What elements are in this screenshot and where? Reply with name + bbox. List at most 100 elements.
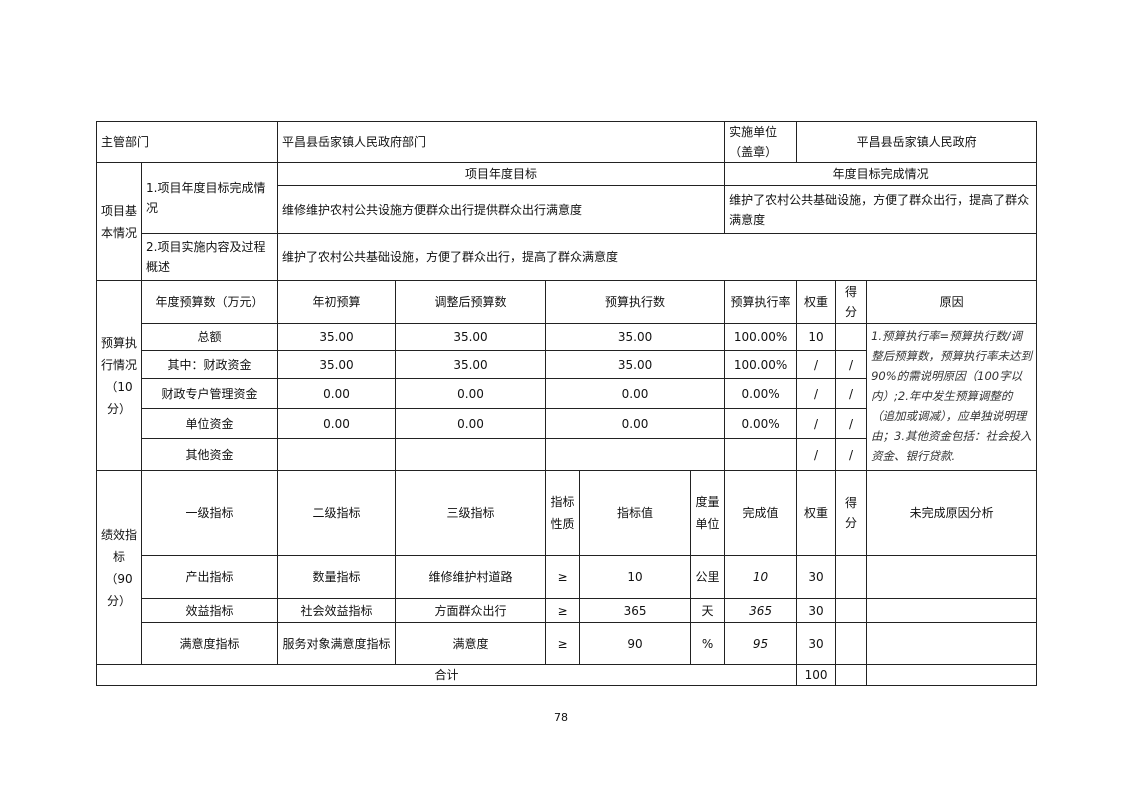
perf-header: 一级指标 — [140, 470, 279, 556]
budget-initial: 0.00 — [277, 408, 397, 439]
budget-executed — [545, 438, 726, 471]
performance-header-row: 绩效指标（90分） 一级指标 二级指标 三级指标 指标性质 指标值 度量单位 完… — [96, 470, 1038, 665]
budget-label: 财政专户管理资金 — [140, 378, 279, 409]
perf-target: 90 — [579, 622, 692, 665]
perf-weight: 30 — [796, 555, 837, 599]
budget-header: 预算执行率 — [724, 280, 798, 324]
budget-header: 年度预算数（万元） — [140, 280, 279, 324]
budget-adjusted: 35.00 — [395, 350, 547, 379]
perf-level2: 社会效益指标 — [277, 598, 397, 623]
budget-section-label: 预算执行情况（10分） — [96, 280, 142, 471]
budget-executed: 0.00 — [545, 408, 726, 439]
budget-label: 单位资金 — [140, 408, 279, 439]
budget-score — [835, 323, 868, 351]
budget-label: 总额 — [140, 323, 279, 351]
total-score — [835, 664, 868, 686]
budget-initial: 0.00 — [277, 378, 397, 409]
perf-actual: 10 — [724, 555, 798, 599]
perf-header: 得分 — [835, 470, 868, 556]
budget-header-row: 预算执行情况（10分） 年度预算数（万元） 年初预算 调整后预算数 预算执行数 … — [96, 280, 1038, 471]
budget-note: 1.预算执行率=预算执行数/调整后预算数，预算执行率未达到90%的需说明原因（1… — [866, 323, 1038, 471]
perf-level3: 满意度 — [395, 622, 547, 665]
goal-value: 维修维护农村公共设施方便群众出行提供群众出行满意度 — [277, 185, 726, 234]
perf-reason — [866, 555, 1038, 599]
performance-evaluation-table: 主管部门 平昌县岳家镇人民政府部门 实施单位（盖章） 平昌县岳家镇人民政府 项目… — [95, 121, 1038, 686]
budget-header: 预算执行数 — [545, 280, 726, 324]
budget-weight: / — [796, 408, 837, 439]
perf-level1: 效益指标 — [140, 598, 279, 623]
perf-weight: 30 — [796, 622, 837, 665]
performance-section-label: 绩效指标（90分） — [96, 470, 142, 665]
budget-header: 原因 — [866, 280, 1038, 324]
budget-rate: 100.00% — [724, 350, 798, 379]
performance-row: 效益指标 社会效益指标 方面群众出行 ≥ 365 天 365 30 — [97, 598, 1038, 623]
perf-weight: 30 — [796, 598, 837, 623]
perf-level2: 数量指标 — [277, 555, 397, 599]
perf-unit: 公里 — [690, 555, 726, 599]
perf-level3: 方面群众出行 — [395, 598, 547, 623]
budget-score: / — [835, 378, 868, 409]
goal-header: 项目年度目标 — [277, 162, 726, 186]
perf-unit: % — [690, 622, 726, 665]
perf-target: 365 — [579, 598, 692, 623]
perf-reason — [866, 622, 1038, 665]
budget-header: 调整后预算数 — [395, 280, 547, 324]
perf-header: 权重 — [796, 470, 837, 556]
perf-nature: ≥ — [545, 555, 581, 599]
item2-label: 2.项目实施内容及过程概述 — [140, 233, 279, 281]
budget-label: 其中：财政资金 — [140, 350, 279, 379]
perf-actual: 365 — [724, 598, 798, 623]
budget-header: 年初预算 — [277, 280, 397, 324]
perf-actual: 95 — [724, 622, 798, 665]
budget-rate: 0.00% — [724, 408, 798, 439]
budget-row: 财政专户管理资金 0.00 0.00 0.00 0.00% / / — [97, 378, 1037, 409]
budget-rate: 100.00% — [724, 323, 798, 351]
perf-nature: ≥ — [545, 598, 581, 623]
budget-score: / — [835, 408, 868, 439]
dept-value: 平昌县岳家镇人民政府部门 — [277, 121, 726, 163]
perf-header: 二级指标 — [277, 470, 397, 556]
budget-label: 其他资金 — [140, 438, 279, 471]
budget-score: / — [835, 350, 868, 379]
perf-score — [835, 598, 868, 623]
budget-rate — [724, 438, 798, 471]
budget-rate: 0.00% — [724, 378, 798, 409]
perf-level2: 服务对象满意度指标 — [277, 622, 397, 665]
budget-weight: / — [796, 350, 837, 379]
budget-executed: 0.00 — [545, 378, 726, 409]
perf-score — [835, 622, 868, 665]
header-row: 主管部门 平昌县岳家镇人民政府部门 实施单位（盖章） 平昌县岳家镇人民政府 — [95, 121, 1038, 163]
item1-label: 1.项目年度目标完成情况 — [140, 162, 279, 234]
total-weight: 100 — [796, 664, 837, 686]
perf-nature: ≥ — [545, 622, 581, 665]
unit-value: 平昌县岳家镇人民政府 — [796, 121, 1038, 163]
budget-weight: 10 — [796, 323, 837, 351]
perf-header: 未完成原因分析 — [866, 470, 1038, 556]
budget-row: 其中：财政资金 35.00 35.00 35.00 100.00% / / — [97, 350, 1037, 379]
dept-label: 主管部门 — [95, 121, 279, 163]
budget-score: / — [835, 438, 868, 471]
budget-executed: 35.00 — [545, 350, 726, 379]
total-row: 合计 100 — [95, 664, 1038, 686]
budget-initial: 35.00 — [277, 350, 397, 379]
perf-header: 三级指标 — [395, 470, 547, 556]
budget-row: 单位资金 0.00 0.00 0.00 0.00% / / — [97, 408, 1037, 439]
page-number: 78 — [554, 711, 568, 724]
budget-adjusted: 35.00 — [395, 323, 547, 351]
budget-header: 得分 — [835, 280, 868, 324]
perf-level1: 产出指标 — [140, 555, 279, 599]
perf-target: 10 — [579, 555, 692, 599]
unit-label: 实施单位（盖章） — [724, 121, 798, 163]
perf-header: 完成值 — [724, 470, 798, 556]
completion-header: 年度目标完成情况 — [724, 162, 1038, 186]
budget-row: 总额 35.00 35.00 35.00 100.00% 10 1.预算执行率=… — [97, 323, 1038, 471]
total-label: 合计 — [95, 664, 798, 686]
total-reason — [866, 664, 1038, 686]
budget-adjusted: 0.00 — [395, 408, 547, 439]
budget-header: 权重 — [796, 280, 837, 324]
budget-adjusted: 0.00 — [395, 378, 547, 409]
budget-executed: 35.00 — [545, 323, 726, 351]
budget-weight: / — [796, 378, 837, 409]
budget-initial: 35.00 — [277, 323, 397, 351]
item2-value: 维护了农村公共基础设施，方便了群众出行，提高了群众满意度 — [277, 233, 1038, 281]
